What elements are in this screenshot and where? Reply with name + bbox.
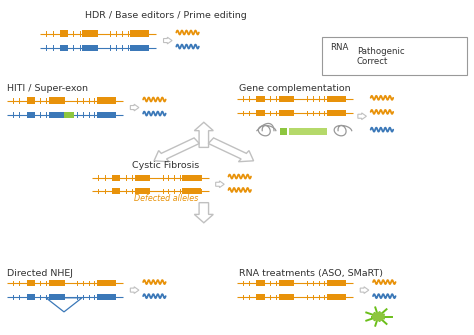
Text: RNA treatments (ASO, SMaRT): RNA treatments (ASO, SMaRT) bbox=[239, 269, 383, 277]
FancyArrow shape bbox=[358, 113, 366, 120]
Bar bbox=[133, 30, 141, 37]
Circle shape bbox=[373, 313, 384, 321]
Text: Pathogenic: Pathogenic bbox=[356, 47, 404, 56]
Bar bbox=[329, 294, 338, 300]
Text: Defected alleles: Defected alleles bbox=[134, 194, 198, 203]
Bar bbox=[185, 175, 193, 181]
Bar bbox=[289, 128, 327, 135]
Bar bbox=[60, 45, 68, 51]
Bar bbox=[256, 280, 265, 286]
Bar bbox=[256, 110, 265, 116]
Bar bbox=[327, 96, 332, 102]
Bar bbox=[130, 30, 135, 37]
Bar bbox=[97, 294, 102, 300]
Bar bbox=[102, 97, 116, 104]
FancyArrow shape bbox=[194, 122, 213, 147]
FancyArrow shape bbox=[208, 138, 254, 162]
Bar bbox=[329, 110, 338, 116]
Bar bbox=[329, 96, 338, 102]
FancyArrow shape bbox=[216, 181, 224, 188]
Bar bbox=[279, 294, 294, 300]
Bar bbox=[100, 294, 108, 300]
Bar bbox=[49, 97, 64, 104]
Bar bbox=[279, 110, 294, 116]
Bar bbox=[102, 294, 116, 300]
Bar bbox=[130, 45, 135, 51]
Bar bbox=[100, 97, 108, 104]
FancyArrow shape bbox=[130, 287, 139, 293]
Bar bbox=[27, 294, 35, 300]
Bar bbox=[100, 112, 108, 118]
Bar bbox=[64, 112, 74, 118]
Bar bbox=[60, 30, 68, 37]
Bar bbox=[182, 188, 187, 194]
Bar bbox=[327, 280, 332, 286]
Bar bbox=[256, 96, 265, 102]
Bar bbox=[27, 280, 35, 286]
Bar bbox=[97, 97, 102, 104]
FancyArrow shape bbox=[154, 138, 200, 162]
Bar bbox=[327, 294, 332, 300]
Bar bbox=[49, 280, 64, 286]
Bar bbox=[49, 112, 64, 118]
Bar bbox=[112, 188, 120, 194]
Bar bbox=[256, 294, 265, 300]
Text: HITI / Super-exon: HITI / Super-exon bbox=[7, 84, 88, 93]
Bar bbox=[279, 280, 294, 286]
Bar bbox=[136, 30, 149, 37]
Bar bbox=[280, 128, 287, 135]
FancyArrow shape bbox=[194, 203, 213, 223]
Bar bbox=[329, 280, 338, 286]
Text: Directed NHEJ: Directed NHEJ bbox=[7, 269, 73, 277]
Bar bbox=[27, 97, 35, 104]
Bar bbox=[188, 188, 201, 194]
FancyBboxPatch shape bbox=[322, 37, 467, 75]
Bar bbox=[135, 188, 150, 194]
Bar bbox=[82, 30, 98, 37]
Bar bbox=[97, 112, 102, 118]
Bar bbox=[49, 294, 64, 300]
FancyArrow shape bbox=[164, 37, 172, 44]
Bar bbox=[332, 110, 346, 116]
Bar bbox=[102, 280, 116, 286]
Text: RNA: RNA bbox=[330, 43, 349, 52]
Bar bbox=[97, 280, 102, 286]
Bar bbox=[133, 45, 141, 51]
Bar bbox=[112, 175, 120, 181]
FancyArrow shape bbox=[360, 287, 369, 293]
Bar bbox=[102, 112, 116, 118]
Bar bbox=[188, 175, 201, 181]
Text: Cystic Fibrosis: Cystic Fibrosis bbox=[132, 161, 200, 170]
Bar bbox=[27, 112, 35, 118]
FancyArrow shape bbox=[130, 104, 139, 111]
Bar bbox=[279, 96, 294, 102]
Bar bbox=[327, 110, 332, 116]
Bar bbox=[82, 45, 98, 51]
Text: HDR / Base editors / Prime editing: HDR / Base editors / Prime editing bbox=[85, 11, 247, 19]
Bar bbox=[182, 175, 187, 181]
Bar bbox=[332, 96, 346, 102]
Bar bbox=[332, 294, 346, 300]
Bar bbox=[185, 188, 193, 194]
Bar bbox=[100, 280, 108, 286]
Bar bbox=[136, 45, 149, 51]
Bar bbox=[332, 280, 346, 286]
Bar bbox=[135, 175, 150, 181]
Text: Gene complementation: Gene complementation bbox=[239, 84, 351, 93]
Text: Correct: Correct bbox=[356, 57, 388, 66]
